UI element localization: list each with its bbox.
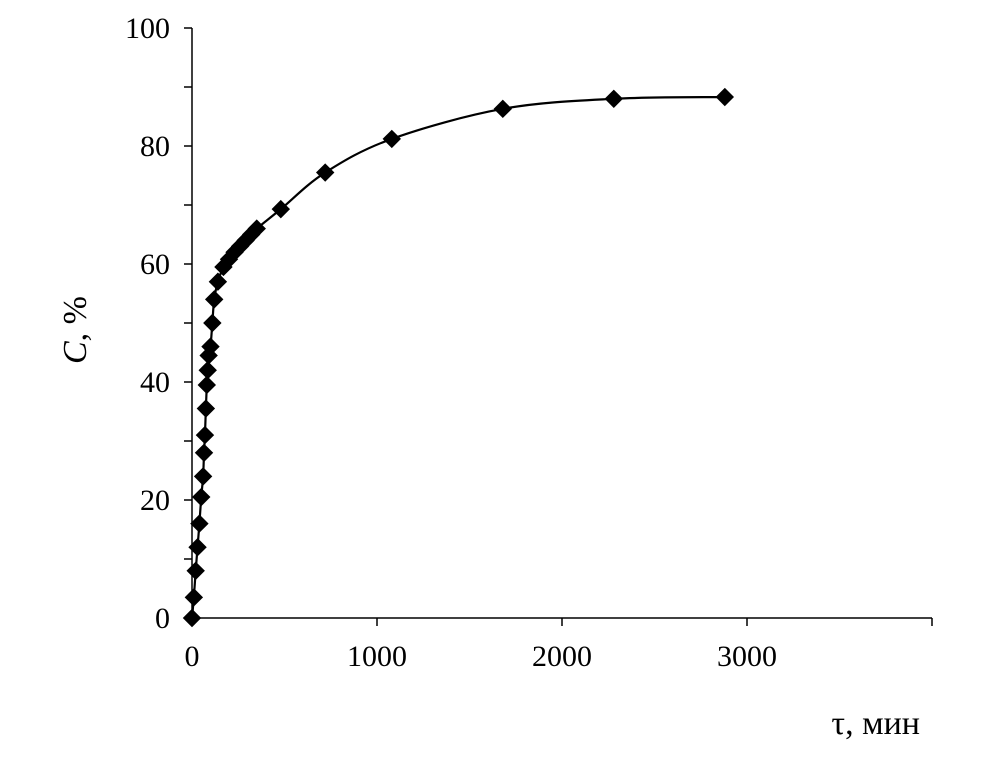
y-tick-label: 80 [140, 130, 170, 163]
axes [191, 28, 932, 619]
series [182, 87, 735, 628]
data-point [190, 514, 209, 533]
y-axis-title-unit: , % [57, 296, 94, 341]
data-point [203, 313, 222, 333]
data-point [604, 89, 624, 109]
data-point [192, 487, 211, 507]
data-point [204, 290, 224, 309]
y-axis-title: C, % [57, 296, 94, 364]
y-axis-title-symbol: C [57, 341, 94, 364]
data-point [195, 425, 215, 445]
data-point [382, 129, 402, 149]
x-axis-title: τ, мин [831, 705, 920, 742]
data-point [198, 360, 217, 380]
y-tick-label: 60 [140, 248, 170, 281]
y-tick-label: 100 [125, 12, 170, 45]
data-point [197, 375, 217, 395]
y-tick-label: 0 [155, 602, 170, 635]
data-point [493, 99, 513, 119]
x-tick-label: 1000 [347, 640, 407, 673]
data-point [271, 199, 291, 219]
x-tick-label: 2000 [532, 640, 592, 673]
data-point [201, 337, 220, 356]
data-point [194, 443, 214, 463]
data-point [193, 467, 213, 486]
data-point [182, 608, 202, 628]
y-tick-label: 40 [140, 366, 170, 399]
data-point [196, 399, 216, 418]
data-point [208, 272, 228, 291]
y-tick-label: 20 [140, 484, 170, 517]
data-point [188, 537, 207, 557]
data-point [186, 561, 205, 581]
x-tick-label: 0 [185, 640, 200, 673]
x-tick-label: 3000 [717, 640, 777, 673]
data-point [715, 87, 735, 107]
series-line [190, 95, 725, 619]
data-point [184, 588, 204, 607]
data-point [247, 219, 266, 238]
ticks [184, 27, 933, 626]
data-point [315, 163, 335, 182]
